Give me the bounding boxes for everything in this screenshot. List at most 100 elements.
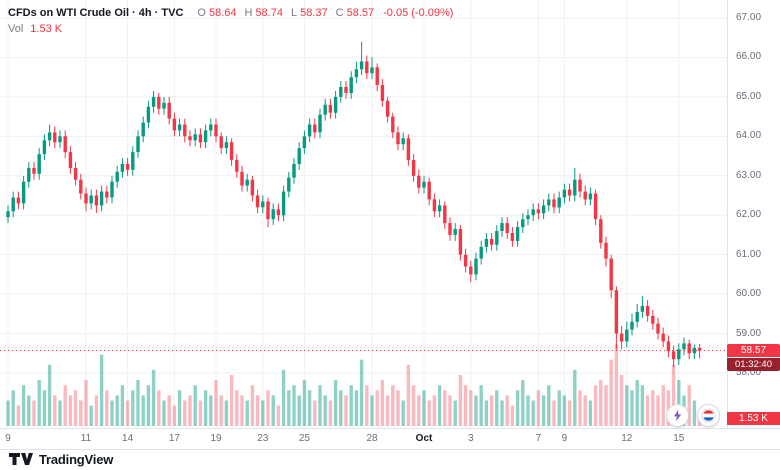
candle: [645, 300, 650, 322]
candle: [630, 313, 634, 336]
candle-body: [141, 122, 145, 137]
volume-bar: [209, 395, 213, 426]
candle: [458, 225, 463, 261]
instant-trading-button[interactable]: [666, 404, 689, 427]
candle: [359, 41, 364, 76]
time-axis-label: 23: [257, 433, 269, 444]
candle-body: [115, 171, 119, 182]
volume-bar: [105, 390, 109, 426]
candle-body: [370, 67, 374, 74]
candle-body: [375, 67, 379, 85]
candle: [32, 162, 36, 180]
volume-bar: [469, 390, 473, 426]
candle-body: [203, 130, 208, 143]
volume-bar: [11, 390, 15, 426]
candle: [115, 165, 119, 188]
volume-bar: [573, 369, 577, 426]
candle-body: [661, 333, 665, 342]
candle-body: [151, 96, 156, 107]
candle-body: [344, 87, 348, 93]
candle: [235, 154, 239, 178]
candle: [151, 91, 156, 113]
candle-body: [385, 100, 390, 117]
volume-bar: [198, 400, 203, 426]
candle-body: [593, 193, 598, 220]
candle: [79, 173, 83, 200]
volume-bar: [406, 364, 411, 426]
candle: [131, 146, 135, 176]
candle: [214, 118, 218, 143]
candle-body: [162, 102, 166, 109]
candle-body: [396, 132, 400, 145]
candle: [495, 225, 499, 251]
candle-body: [406, 138, 411, 160]
volume-bar: [255, 395, 260, 426]
last-volume-label: 1.53 K: [727, 412, 780, 426]
candle: [209, 118, 213, 137]
volume-bar: [567, 400, 572, 426]
candle: [167, 96, 171, 125]
price-axis[interactable]: 67.00 66.00 65.00 64.00 63.00 62.00 61.00 60.00…: [727, 0, 780, 428]
volume-bar: [313, 400, 317, 426]
volume-bar: [656, 395, 660, 426]
price-axis-label: 60.00: [736, 288, 762, 300]
candle: [697, 343, 702, 359]
candle-body: [73, 167, 78, 180]
broker-logo-button[interactable]: [697, 404, 720, 427]
candle: [287, 171, 291, 198]
candle-body: [157, 96, 161, 109]
candlesticks: [6, 41, 702, 368]
volume-bar: [500, 400, 504, 426]
candle-body: [266, 201, 270, 220]
volume-bar: [271, 395, 275, 426]
candle: [323, 98, 327, 121]
price-chart-canvas[interactable]: [0, 0, 728, 428]
candle: [58, 130, 62, 149]
price-axis-label: 58.00: [736, 366, 762, 378]
volume-bar: [401, 400, 405, 426]
candle-body: [687, 343, 691, 354]
candle-body: [58, 136, 62, 143]
candle-body: [526, 215, 530, 220]
candle: [68, 146, 73, 174]
price-axis-label: 66.00: [736, 51, 762, 63]
candle: [432, 193, 437, 218]
candle-body: [89, 195, 93, 204]
volume-bar: [661, 385, 665, 426]
volume-bar: [541, 395, 546, 426]
symbol-title[interactable]: CFDs on WTI Crude Oil · 4h · TVC: [8, 7, 184, 19]
volume-bar: [281, 369, 286, 426]
candle: [365, 55, 369, 80]
volume-bar: [583, 395, 587, 426]
candle-body: [21, 181, 26, 204]
candle: [162, 96, 166, 115]
candle-body: [630, 321, 634, 330]
candle: [224, 136, 229, 155]
candle-body: [656, 323, 660, 334]
candle: [276, 203, 281, 222]
candle-body: [271, 209, 275, 220]
candle-body: [697, 347, 702, 351]
candle: [21, 175, 26, 210]
candle: [344, 81, 348, 99]
candle-body: [245, 179, 249, 186]
candle-body: [297, 148, 301, 164]
candle: [578, 173, 582, 198]
candle: [73, 162, 78, 186]
volume-indicator-label[interactable]: Vol: [8, 23, 24, 35]
volume-bar: [214, 380, 218, 426]
candle: [448, 217, 452, 241]
candle: [339, 81, 343, 103]
candle-body: [515, 227, 520, 241]
candle: [328, 98, 333, 119]
candle: [411, 154, 416, 182]
volume-bar: [162, 400, 166, 426]
volume-bar: [645, 395, 650, 426]
candle-body: [401, 138, 405, 145]
tradingview-attribution[interactable]: TradingView: [8, 451, 113, 467]
candle-body: [666, 341, 671, 352]
price-axis-label: 65.00: [736, 90, 762, 102]
volume-bar: [58, 400, 62, 426]
candle-body: [125, 163, 130, 170]
time-axis[interactable]: 9 11 14 17 19 23 25 28 Oct 3 7 9 12 15: [0, 428, 780, 450]
